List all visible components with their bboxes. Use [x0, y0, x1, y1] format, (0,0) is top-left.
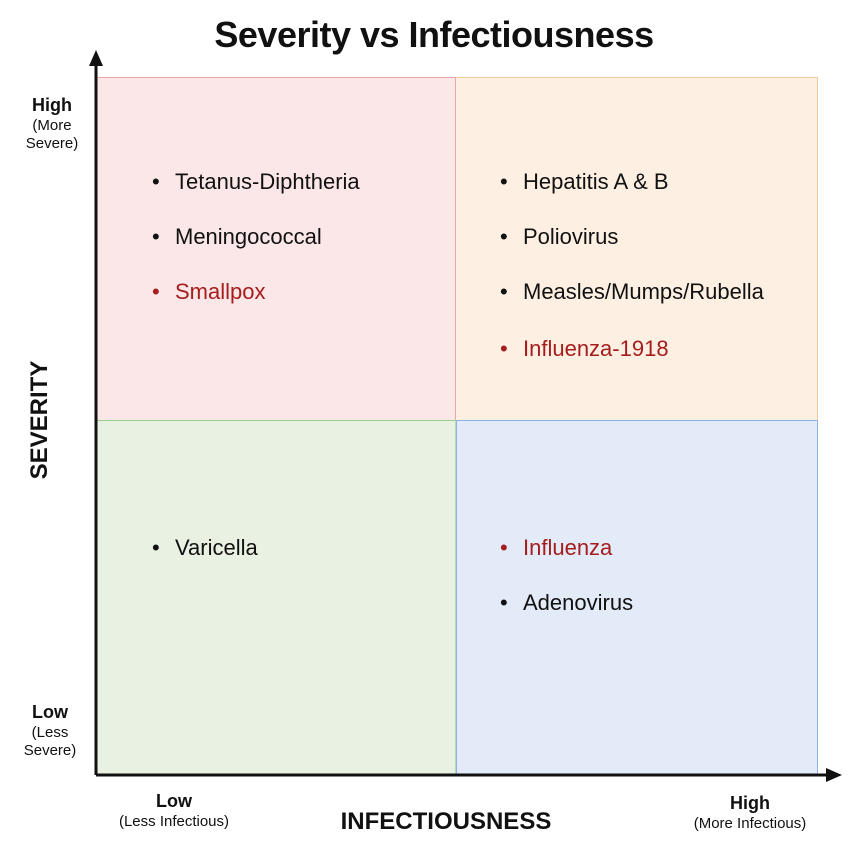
- disease-item-hepatitis-a-b: Hepatitis A & B: [500, 168, 764, 195]
- y-tick-high-sub2: Severe): [25, 135, 79, 153]
- disease-item-tetanus-diphtheria: Tetanus-Diphtheria: [152, 168, 360, 195]
- x-tick-high-label: High: [730, 793, 770, 813]
- disease-item-measles-mumps-rubella: Measles/Mumps/Rubella: [500, 278, 764, 305]
- disease-item-smallpox: Smallpox: [152, 278, 360, 305]
- y-tick-low-sub1: (Less: [31, 723, 69, 741]
- quadrant-list-high-severity-high-infectious: Hepatitis A & B Poliovirus Measles/Mumps…: [500, 168, 764, 362]
- quadrant-list-high-severity-low-infectious: Tetanus-Diphtheria Meningococcal Smallpo…: [152, 168, 360, 305]
- quadrant-list-low-severity-low-infectious: Varicella: [152, 534, 258, 561]
- disease-item-adenovirus: Adenovirus: [500, 589, 633, 616]
- disease-item-influenza: Influenza: [500, 534, 633, 561]
- quadrant-low-severity-low-infectious: [96, 420, 456, 775]
- y-tick-low: Low (Less Severe): [10, 701, 90, 761]
- disease-item-influenza-1918: Influenza-1918: [500, 335, 764, 362]
- y-tick-high: High (More Severe): [12, 94, 92, 154]
- y-tick-low-label: Low: [32, 702, 68, 722]
- y-tick-low-sub2: Severe): [23, 742, 77, 760]
- x-tick-low-label: Low: [156, 791, 192, 811]
- y-axis-label: SEVERITY: [26, 360, 53, 480]
- disease-item-meningococcal: Meningococcal: [152, 223, 360, 250]
- x-axis-arrow-icon: [826, 768, 842, 782]
- disease-item-poliovirus: Poliovirus: [500, 223, 764, 250]
- x-axis-label: INFECTIOUSNESS: [340, 808, 552, 835]
- y-tick-high-label: High: [32, 95, 72, 115]
- x-tick-high: High (More Infectious): [670, 792, 830, 833]
- y-axis-arrow-icon: [89, 50, 103, 66]
- quadrant-list-low-severity-high-infectious: Influenza Adenovirus: [500, 534, 633, 616]
- x-tick-low: Low (Less Infectious): [94, 790, 254, 831]
- disease-item-varicella: Varicella: [152, 534, 258, 561]
- x-tick-high-sub: (More Infectious): [693, 814, 807, 832]
- chart-title: Severity vs Infectiousness: [214, 14, 654, 55]
- y-tick-high-sub1: (More: [32, 116, 72, 134]
- x-tick-low-sub: (Less Infectious): [118, 812, 230, 830]
